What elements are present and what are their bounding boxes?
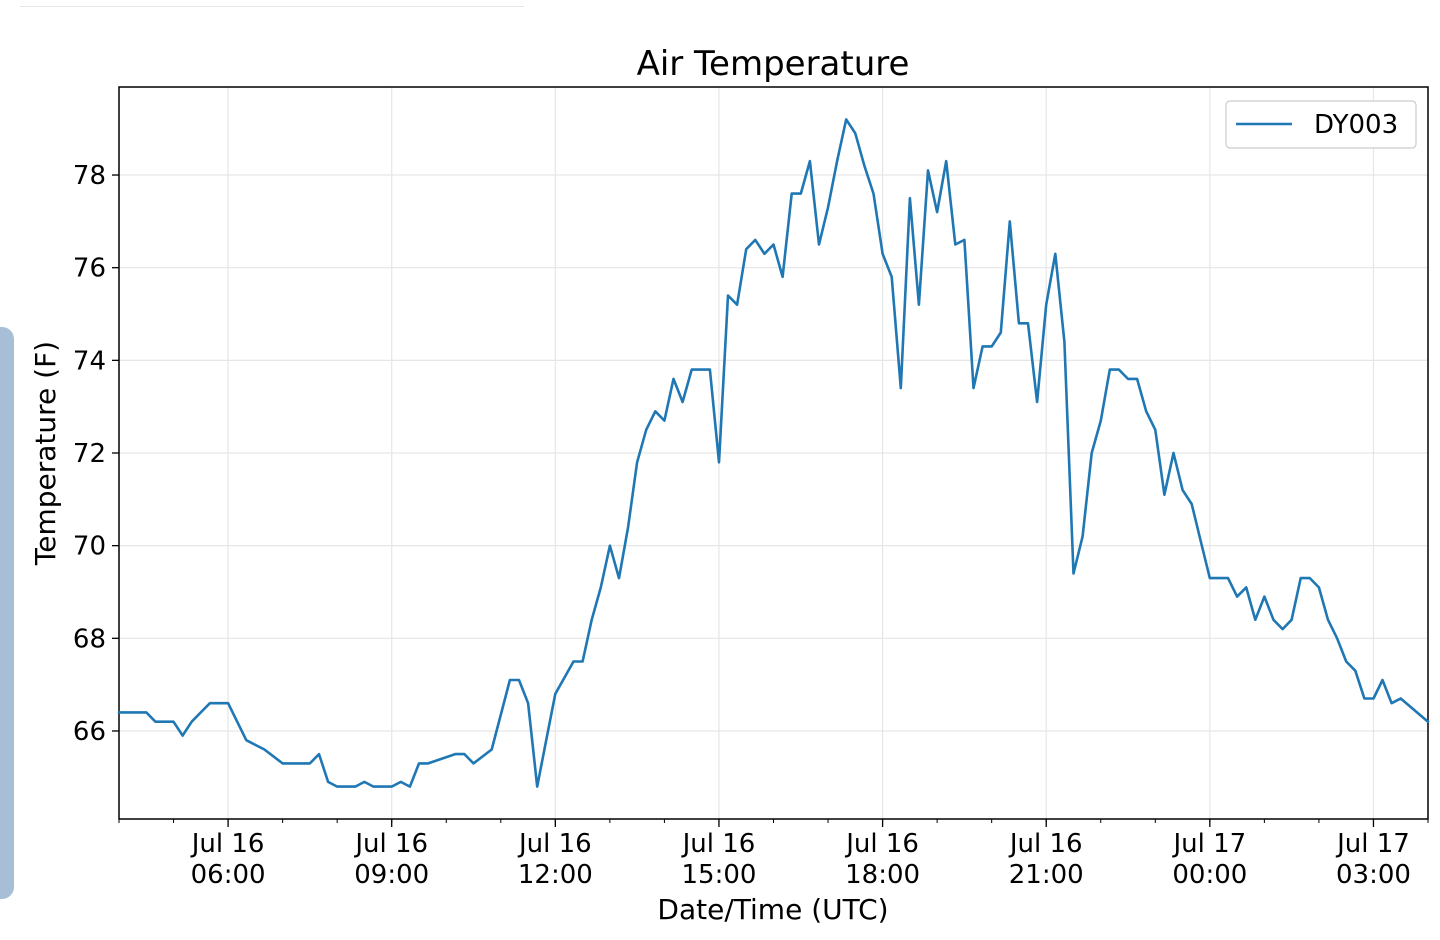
x-tick-label-date-1: Jul 16 <box>353 829 428 859</box>
sidebar-toggle-handle[interactable] <box>0 327 14 899</box>
x-tick-label-time-6: 00:00 <box>1172 860 1247 890</box>
x-tick-label-date-2: Jul 16 <box>517 829 592 859</box>
grid-lines <box>119 87 1428 819</box>
x-tick-label-date-0: Jul 16 <box>190 829 265 859</box>
x-tick-label-time-0: 06:00 <box>191 860 266 890</box>
y-tick-label-0: 66 <box>73 717 106 747</box>
y-axis-label: Temperature (F) <box>29 341 62 566</box>
x-tick-label-time-1: 09:00 <box>354 860 429 890</box>
y-tick-label-2: 70 <box>73 532 106 562</box>
x-tick-label-date-3: Jul 16 <box>681 829 756 859</box>
legend: DY003 <box>1225 100 1417 149</box>
x-tick-label-time-7: 03:00 <box>1336 860 1411 890</box>
series-line-dy003 <box>117 118 1430 788</box>
y-tick-label-5: 76 <box>73 254 106 284</box>
chart-title: Air Temperature <box>637 44 910 84</box>
x-tick-label-date-5: Jul 16 <box>1008 829 1083 859</box>
y-tick-label-4: 74 <box>73 346 106 376</box>
y-tick-label-1: 68 <box>73 624 106 654</box>
series-layer <box>117 118 1430 788</box>
top-divider <box>20 6 524 7</box>
y-tick-label-6: 78 <box>73 161 106 191</box>
x-tick-label-date-4: Jul 16 <box>844 829 919 859</box>
x-tick-label-date-7: Jul 17 <box>1335 829 1410 859</box>
y-axis-ticks: 66 68 70 72 74 76 78 <box>73 161 119 747</box>
y-tick-label-3: 72 <box>73 439 106 469</box>
x-axis-label: Date/Time (UTC) <box>657 893 888 926</box>
legend-box <box>1225 100 1417 149</box>
x-tick-label-time-3: 15:00 <box>681 860 756 890</box>
x-tick-label-time-4: 18:00 <box>845 860 920 890</box>
x-tick-label-time-5: 21:00 <box>1009 860 1084 890</box>
x-tick-label-date-6: Jul 17 <box>1171 829 1246 859</box>
x-tick-label-time-2: 12:00 <box>518 860 593 890</box>
legend-label-dy003: DY003 <box>1314 110 1398 140</box>
